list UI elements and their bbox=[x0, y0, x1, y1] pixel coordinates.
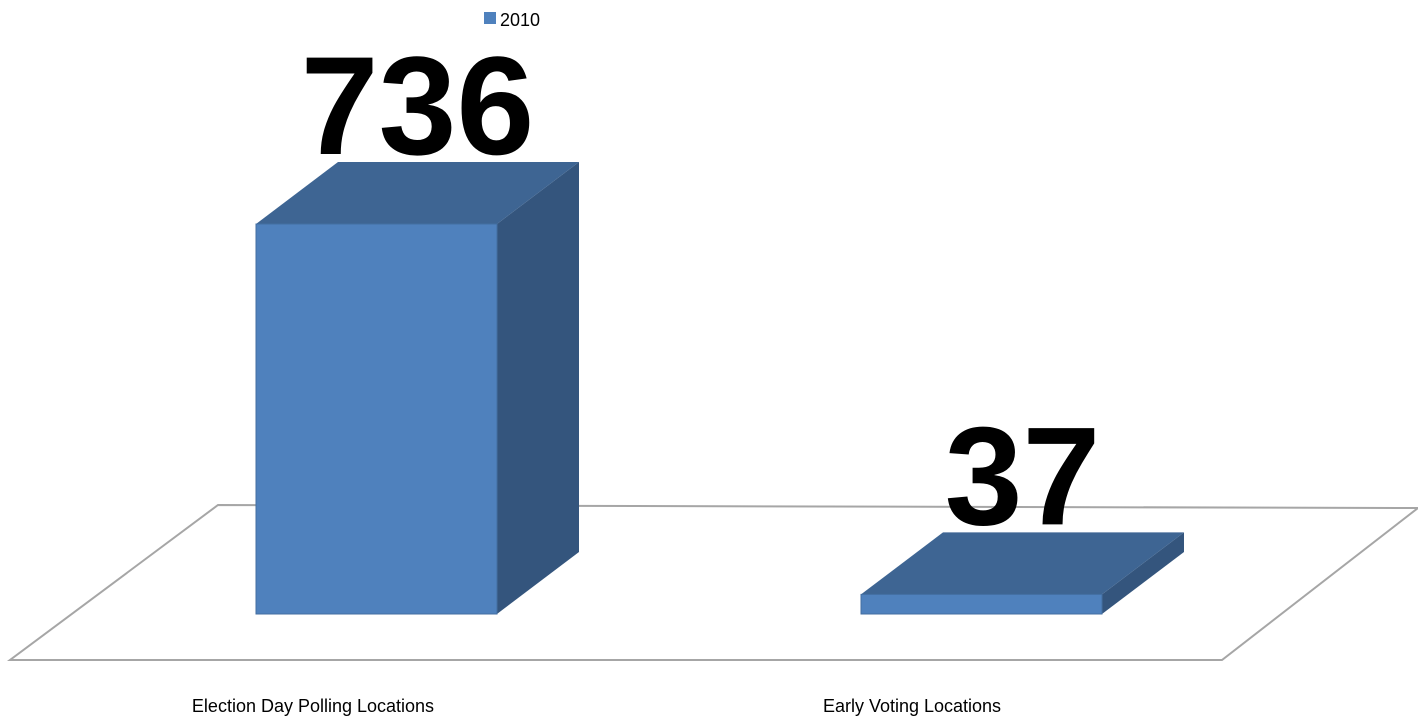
bar bbox=[860, 593, 1103, 615]
bar-top bbox=[256, 162, 579, 224]
bar-side bbox=[1102, 532, 1184, 614]
bar-top bbox=[861, 532, 1184, 595]
x-tick-label: Early Voting Locations bbox=[823, 696, 1001, 716]
x-tick-label: Election Day Polling Locations bbox=[192, 696, 434, 716]
legend-swatch bbox=[484, 12, 496, 24]
bar-side bbox=[497, 162, 579, 614]
legend-label: 2010 bbox=[500, 10, 540, 30]
floor bbox=[6, 503, 1418, 661]
bar bbox=[255, 223, 498, 615]
data-label: 736 bbox=[301, 27, 535, 184]
data-label: 37 bbox=[945, 397, 1101, 554]
